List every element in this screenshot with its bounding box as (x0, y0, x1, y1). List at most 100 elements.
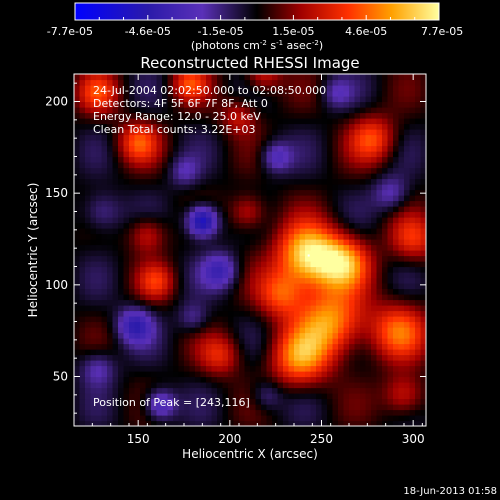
heatmap-cell (294, 255, 301, 262)
heatmap-cell (255, 90, 262, 97)
heatmap-cell (316, 382, 323, 389)
heatmap-cell (156, 415, 163, 422)
heatmap-cell (343, 217, 350, 224)
heatmap-cell (244, 360, 251, 367)
heatmap-cell (420, 404, 426, 411)
heatmap-cell (272, 217, 279, 224)
heatmap-cell (299, 343, 306, 350)
heatmap-cell (206, 178, 213, 185)
heatmap-cell (90, 184, 97, 191)
heatmap-cell (211, 217, 218, 224)
heatmap-cell (101, 184, 108, 191)
heatmap-cell (338, 140, 345, 147)
heatmap-cell (101, 376, 108, 383)
heatmap-cell (178, 261, 185, 268)
heatmap-cell (195, 129, 202, 136)
heatmap-cell (101, 365, 108, 372)
heatmap-cell (140, 184, 147, 191)
heatmap-cell (255, 272, 262, 279)
heatmap-cell (217, 173, 224, 180)
heatmap-cell (349, 288, 356, 295)
heatmap-cell (272, 118, 279, 125)
heatmap-cell (90, 288, 97, 295)
heatmap-cell (420, 272, 426, 279)
heatmap-cell (167, 343, 174, 350)
heatmap-cell (107, 79, 114, 86)
heatmap-cell (123, 85, 130, 92)
heatmap-cell (134, 250, 141, 257)
heatmap-cell (376, 162, 383, 169)
heatmap-cell (266, 382, 273, 389)
heatmap-cell (222, 387, 229, 394)
heatmap-cell (96, 266, 103, 273)
heatmap-cell (305, 123, 312, 130)
heatmap-cell (74, 112, 81, 119)
heatmap-cell (255, 266, 262, 273)
heatmap-cell (195, 156, 202, 163)
heatmap-cell (145, 316, 152, 323)
heatmap-cell (266, 118, 273, 125)
heatmap-cell (178, 85, 185, 92)
heatmap-cell (79, 134, 86, 141)
heatmap-cell (178, 96, 185, 103)
heatmap-cell (239, 332, 246, 339)
heatmap-cell (316, 140, 323, 147)
heatmap-cell (112, 162, 119, 169)
heatmap-cell (250, 266, 257, 273)
heatmap-cell (283, 398, 290, 405)
heatmap-cell (162, 398, 169, 405)
heatmap-cell (327, 316, 334, 323)
heatmap-cell (134, 343, 141, 350)
heatmap-cell (189, 316, 196, 323)
heatmap-cell (184, 404, 191, 411)
heatmap-cell (101, 415, 108, 422)
heatmap-cell (140, 217, 147, 224)
heatmap-cell (371, 277, 378, 284)
heatmap-cell (327, 222, 334, 229)
heatmap-cell (299, 162, 306, 169)
heatmap-cell (85, 96, 92, 103)
heatmap-cell (277, 299, 284, 306)
heatmap-cell (156, 327, 163, 334)
heatmap-cell (288, 184, 295, 191)
heatmap-cell (255, 393, 262, 400)
heatmap-cell (244, 167, 251, 174)
heatmap-cell (332, 393, 339, 400)
heatmap-cell (217, 288, 224, 295)
heatmap-cell (134, 123, 141, 130)
heatmap-cell (162, 255, 169, 262)
heatmap-cell (365, 239, 372, 246)
heatmap-cell (200, 332, 207, 339)
heatmap-cell (288, 299, 295, 306)
heatmap-cell (85, 189, 92, 196)
heatmap-cell (151, 332, 158, 339)
heatmap-cell (118, 261, 125, 268)
heatmap-cell (85, 283, 92, 290)
heatmap-cell (415, 321, 422, 328)
heatmap-cell (217, 404, 224, 411)
heatmap-cell (217, 96, 224, 103)
heatmap-cell (338, 261, 345, 268)
heatmap-cell (305, 321, 312, 328)
heatmap-cell (228, 327, 235, 334)
heatmap-cell (343, 79, 350, 86)
heatmap-cell (79, 266, 86, 273)
heatmap-cell (305, 299, 312, 306)
heatmap-cell (316, 277, 323, 284)
heatmap-cell (184, 129, 191, 136)
heatmap-cell (420, 112, 426, 119)
heatmap-cell (387, 360, 394, 367)
heatmap-cell (261, 74, 268, 81)
heatmap-cell (233, 233, 240, 240)
heatmap-cell (211, 228, 218, 235)
heatmap-cell (255, 255, 262, 262)
heatmap-cell (299, 112, 306, 119)
heatmap-cell (321, 261, 328, 268)
heatmap-cell (228, 129, 235, 136)
heatmap-cell (189, 420, 196, 426)
heatmap-cell (255, 354, 262, 361)
colorbar-tick-label: -4.6e-05 (125, 25, 171, 38)
heatmap-cell (338, 343, 345, 350)
heatmap-cell (178, 129, 185, 136)
heatmap-cell (206, 129, 213, 136)
